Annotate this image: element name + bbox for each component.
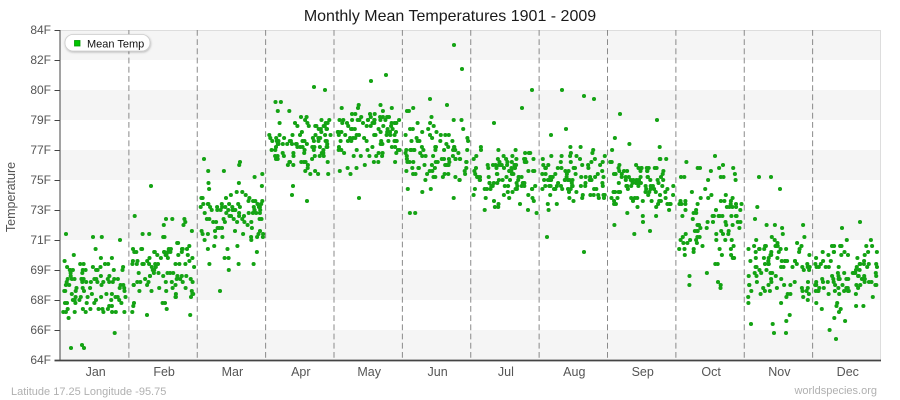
svg-text:Aug: Aug: [563, 365, 585, 379]
svg-text:82F: 82F: [30, 53, 51, 67]
svg-text:Jun: Jun: [428, 365, 448, 379]
svg-text:77F: 77F: [30, 143, 51, 157]
svg-text:Apr: Apr: [291, 365, 310, 379]
svg-text:Jan: Jan: [86, 365, 106, 379]
svg-text:84F: 84F: [30, 23, 51, 37]
svg-text:68F: 68F: [30, 293, 51, 307]
svg-text:worldspecies.org: worldspecies.org: [793, 385, 877, 397]
svg-text:May: May: [357, 365, 381, 379]
svg-text:79F: 79F: [30, 113, 51, 127]
svg-text:Oct: Oct: [701, 365, 721, 379]
svg-text:Sep: Sep: [632, 365, 654, 379]
svg-text:Mar: Mar: [222, 365, 244, 379]
svg-text:Feb: Feb: [153, 365, 175, 379]
svg-text:66F: 66F: [30, 323, 51, 337]
svg-text:75F: 75F: [30, 173, 51, 187]
svg-text:69F: 69F: [30, 263, 51, 277]
svg-text:64F: 64F: [30, 353, 51, 367]
svg-text:Dec: Dec: [837, 365, 859, 379]
svg-text:73F: 73F: [30, 203, 51, 217]
svg-text:Monthly Mean Temperatures 1901: Monthly Mean Temperatures 1901 - 2009: [304, 8, 596, 25]
svg-text:Mean Temp: Mean Temp: [87, 39, 144, 51]
svg-text:Nov: Nov: [768, 365, 791, 379]
svg-text:80F: 80F: [30, 83, 51, 97]
svg-text:Latitude 17.25 Longitude -95.7: Latitude 17.25 Longitude -95.75: [11, 386, 166, 398]
svg-text:Jul: Jul: [498, 365, 514, 379]
svg-text:Temperature: Temperature: [4, 162, 18, 232]
svg-text:71F: 71F: [30, 233, 51, 247]
